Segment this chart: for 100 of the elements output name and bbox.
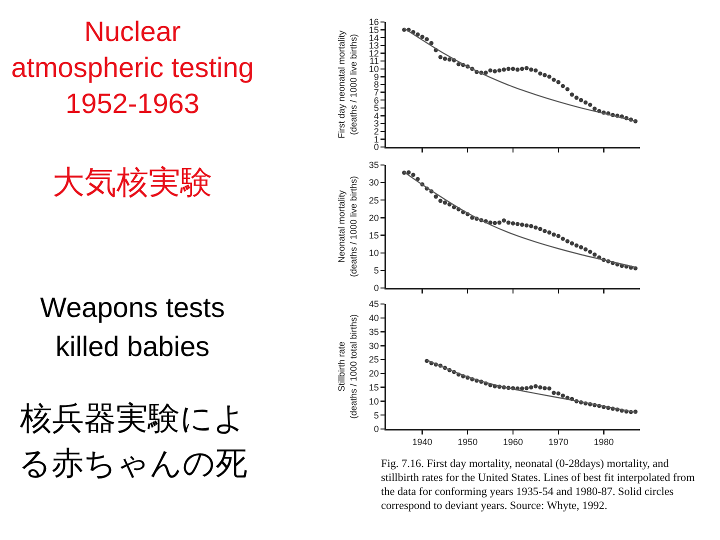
y-tick-label: 15 [368,382,379,392]
y-tick-label: 10 [368,248,379,258]
y-tick-label: 8 [374,80,379,90]
point [574,243,579,248]
y-axis-title: Stillbirth rate (deaths / 1000 total births) [336,314,358,419]
point [534,225,538,230]
point [538,226,542,232]
x-tick-label: 1970 [548,437,568,448]
point [515,222,520,226]
y-tick-label: 5 [374,410,379,420]
point [442,200,448,205]
y-tick-label: 20 [368,368,379,379]
line-series [426,360,636,413]
point [510,221,516,226]
y-tick-label: 45 [368,299,379,310]
point [497,68,502,73]
caption: Fig. 7.16. First day mortality, neonatal (0-28days) mortality, and stillbirth rates for the United States. Lines of best fit interpolated from the data for conforming years 1935-54 and 1980-87. Solid circles correspond to deviant years. Source: Whyte, 1992. [381,457,696,513]
point [416,176,420,182]
point [565,87,570,92]
y-tick-label: 30 [368,340,379,351]
text: Weapons tests killed babies [39,291,226,364]
y-tick-label: 3 [374,118,379,129]
y-tick-label: 12 [368,48,379,58]
y-tick-label: 0 [374,142,379,152]
point [438,198,443,203]
point [556,80,560,84]
point [560,394,565,398]
point [520,222,524,227]
point [588,102,592,107]
point [529,385,534,390]
point [583,100,588,105]
point [488,68,492,73]
point [570,241,574,246]
point [510,66,516,71]
point [456,62,461,66]
y-tick-label: 5 [374,103,379,114]
point [556,234,560,238]
y-tick-label: 7 [374,87,379,98]
point [420,34,424,39]
y-tick-label: 20 [368,212,379,223]
point [506,66,511,71]
y-tick-label: 35 [368,326,379,337]
point [565,239,570,244]
y-tick-label: 10 [368,64,379,74]
y-tick-label: 16 [368,17,379,28]
point [556,391,560,396]
y-tick-label: 25 [368,195,379,206]
y-tick-label: 40 [368,313,379,324]
y-tick-label: 14 [368,32,379,43]
point [542,228,547,234]
point [538,71,542,76]
point [547,230,552,235]
y-tick-label: 15 [368,24,379,35]
point [492,220,497,226]
point [502,68,506,72]
y-tick-label: 0 [374,283,379,294]
point [529,224,534,228]
y-tick-label: 10 [368,396,379,406]
text: 核兵器実験による赤ちゃんの死 [18,399,248,483]
y-tick-label: 35 [368,160,379,170]
point [515,68,520,72]
x-tick-label: 1950 [458,437,478,448]
point [547,386,552,391]
point [560,236,565,241]
x-tick-label: 1960 [502,437,524,448]
point [552,390,556,395]
point [592,252,597,257]
y-tick-label: 15 [368,230,379,240]
point [560,84,565,88]
point [484,70,488,75]
point [542,386,547,390]
point [424,37,429,42]
y-tick-label: 6 [374,95,379,106]
y-tick-label: 25 [368,354,379,365]
point [552,232,556,237]
point [588,250,592,254]
point [520,386,524,391]
point [502,218,506,223]
point [497,220,502,225]
point [574,96,579,100]
point [406,170,411,174]
point [520,66,524,71]
y-axis-title: Neonatal mortality (deaths / 1000 live births) [336,176,358,278]
point [578,98,584,102]
point [570,92,574,97]
point [534,68,538,73]
y-tick-label: 0 [374,424,379,434]
y-tick-label: 1 [374,134,379,144]
point [492,69,497,74]
point [442,56,448,61]
point [524,66,529,70]
point [542,73,547,78]
text: Nuclear atmospheric testing 1952-1963 [10,15,255,121]
point [429,40,434,46]
point [592,106,597,111]
point [534,384,538,388]
y-axis-title: First day neonatal mortality (deaths / 1000 live births) [336,30,358,139]
point [416,32,420,37]
line-series [404,28,636,122]
point [411,172,416,177]
